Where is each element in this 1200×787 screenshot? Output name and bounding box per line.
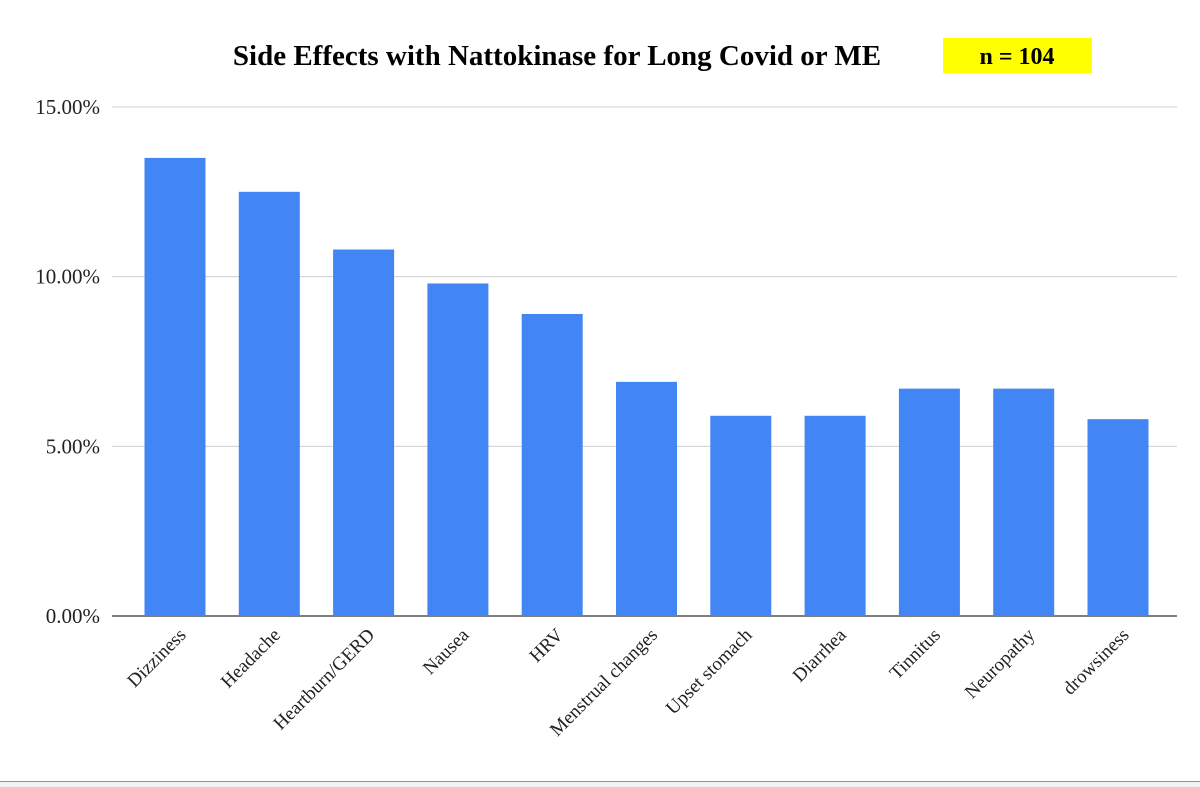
x-category-label: Neuropathy — [961, 624, 1040, 703]
bar-drowsiness — [1087, 419, 1149, 616]
bar-hrv — [521, 313, 583, 616]
bar-tinnitus — [898, 388, 960, 616]
bar-dizziness — [144, 157, 206, 616]
bar-menstrual-changes — [616, 381, 677, 616]
bars — [144, 157, 1149, 617]
bar-headache — [238, 191, 300, 617]
y-tick-label: 0.00% — [46, 604, 100, 628]
x-category-label: Heartburn/GERD — [270, 625, 380, 735]
x-category-label: Tinnitus — [886, 625, 945, 684]
bar-nausea — [427, 283, 489, 616]
bar-heartburn-gerd — [333, 249, 395, 616]
sample-size-badge-background — [943, 38, 1092, 73]
y-tick-label: 10.00% — [35, 265, 100, 289]
bar-upset-stomach — [710, 415, 772, 616]
x-category-label: HRV — [526, 624, 568, 666]
x-category-label: Nausea — [419, 624, 474, 679]
sample-size-badge-label: n = 104 — [979, 44, 1054, 70]
x-category-label: Upset stomach — [662, 624, 757, 719]
x-category-label: drowsiness — [1059, 625, 1134, 700]
y-tick-label: 5.00% — [46, 434, 100, 458]
x-category-label: Dizziness — [123, 625, 190, 692]
sample-size-badge: n = 104 — [943, 38, 1092, 73]
window-bottom-edge — [0, 781, 1200, 787]
bar-neuropathy — [993, 388, 1055, 616]
chart-title: Side Effects with Nattokinase for Long C… — [233, 40, 881, 72]
x-category-label: Headache — [217, 625, 285, 693]
y-axis-tick-labels: 0.00% 5.00% 10.00% 15.00% — [35, 95, 100, 628]
y-tick-label: 15.00% — [35, 95, 100, 119]
x-category-label: Diarrhea — [789, 624, 851, 686]
bar-diarrhea — [804, 415, 866, 616]
